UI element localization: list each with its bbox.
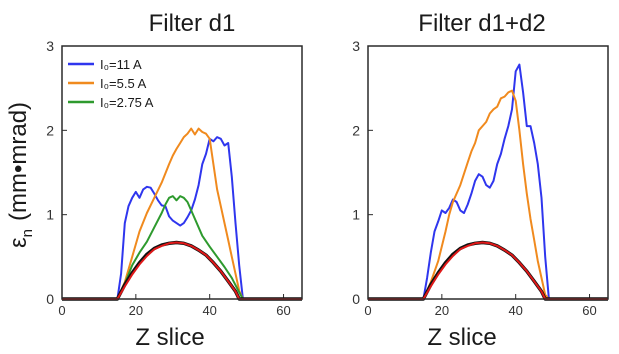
- tick-labels: 0 20 40 60 0 1 2 3: [352, 38, 597, 318]
- legend-label: I₀=11 A: [100, 57, 142, 72]
- svg-text:εn(mm•mrad): εn (mm•mrad): [5, 102, 36, 248]
- series-line-series-5: [62, 241, 302, 300]
- x-tick-label: 60: [276, 303, 290, 318]
- x-axis-label: Z slice: [427, 324, 496, 351]
- y-tick-label: 1: [352, 207, 360, 223]
- x-tick-label: 20: [129, 303, 143, 318]
- x-tick-label: 0: [58, 303, 65, 318]
- x-tick-label: 20: [435, 303, 449, 318]
- y-axis-label-symbol: ε: [5, 237, 32, 248]
- x-tick-label: 40: [508, 303, 522, 318]
- y-axis-label-units: (mm•mrad): [5, 102, 32, 221]
- x-tick-label: 60: [582, 303, 596, 318]
- series-line-series-1: [368, 63, 608, 300]
- y-tick-label: 0: [352, 291, 360, 307]
- chart-panel-filter-d1-d2: Filter d1+d2 Z slice 0 20 40 60 0 1 2 3: [352, 10, 609, 351]
- y-tick-label: 3: [46, 38, 54, 54]
- series-lines: [62, 127, 302, 301]
- y-tick-label: 2: [352, 122, 360, 138]
- x-tick-label: 0: [364, 303, 371, 318]
- y-tick-label: 3: [352, 38, 360, 54]
- chart-title: Filter d1: [149, 10, 236, 37]
- series-line-series-4: [368, 241, 608, 300]
- legend: I₀=11 A I₀=5.5 A I₀=2.75 A: [68, 57, 154, 110]
- plot-frame: [61, 45, 303, 300]
- y-tick-label: 0: [46, 291, 54, 307]
- series-line-series-4: [62, 240, 302, 301]
- series-line-series-2: [368, 89, 608, 300]
- series-line-series-3: [368, 240, 608, 301]
- y-axis-label-subscript: n: [19, 229, 36, 237]
- series-line-i-2-75-a: [62, 195, 302, 300]
- chart-title: Filter d1+d2: [418, 10, 545, 37]
- tick-labels: 0 20 40 60 0 1 2 3: [46, 38, 291, 318]
- x-axis-label: Z slice: [135, 324, 204, 351]
- plot-frame: [367, 45, 609, 300]
- legend-label: I₀=2.75 A: [100, 95, 154, 110]
- series-line-i-5-5-a: [62, 127, 302, 300]
- x-tick-label: 40: [202, 303, 216, 318]
- legend-label: I₀=5.5 A: [100, 76, 147, 91]
- series-line-i-11-a: [62, 136, 302, 300]
- y-tick-label: 2: [46, 122, 54, 138]
- y-axis-label: εn (mm•mrad): [5, 102, 36, 248]
- series-lines: [368, 63, 608, 301]
- y-tick-label: 1: [46, 207, 54, 223]
